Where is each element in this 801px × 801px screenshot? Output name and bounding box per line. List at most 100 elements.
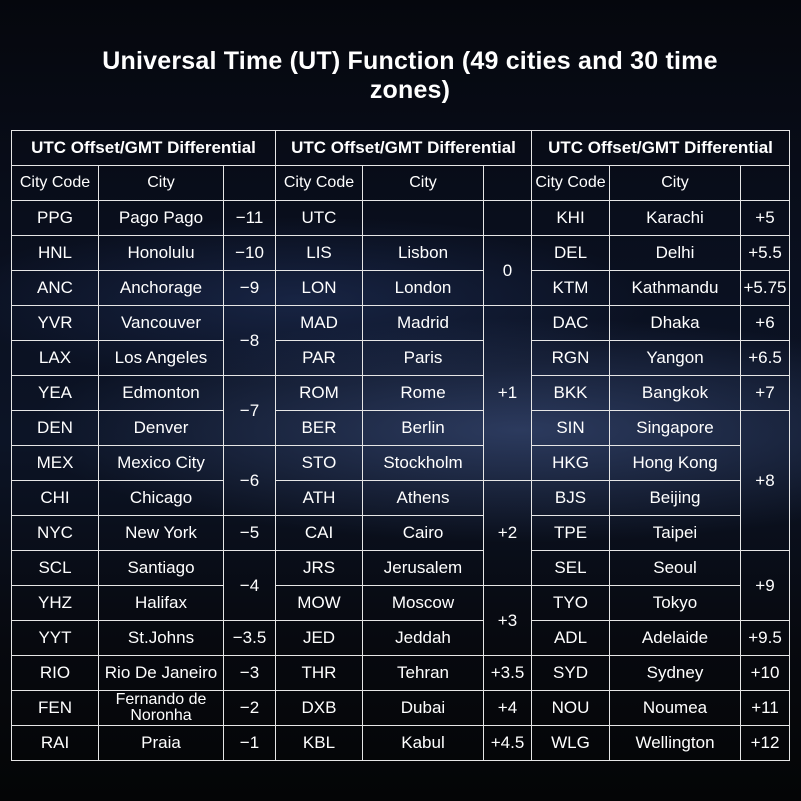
table-row: YVR Vancouver −8 MAD Madrid +1 DAC Dhaka… (11, 305, 790, 481)
utc-offset: +3.5 (483, 655, 532, 691)
city-name: Kathmandu (609, 270, 741, 306)
city-code: DXB (275, 690, 363, 726)
table-row: SCL Santiago −4 JRS Jerusalem SEL Seoul … (11, 550, 790, 621)
city-code: HKG (531, 445, 610, 481)
page-title: Universal Time (UT) Function (49 cities … (102, 47, 718, 104)
utc-offset: +9 (740, 550, 790, 621)
utc-offset: +5.5 (740, 235, 790, 271)
city-name: Los Angeles (98, 340, 224, 376)
city-name: Tokyo (609, 585, 741, 621)
city-name: Berlin (362, 410, 484, 446)
city-code: YHZ (11, 585, 99, 621)
city-name: Kabul (362, 725, 484, 761)
group-header-row: UTC Offset/GMT Differential UTC Offset/G… (11, 130, 790, 166)
utc-offset: +1 (483, 305, 532, 481)
city-code: DEL (531, 235, 610, 271)
city-name: Hong Kong (609, 445, 741, 481)
city-code: HNL (11, 235, 99, 271)
city-name: Rio De Janeiro (98, 655, 224, 691)
city-name: Seoul (609, 550, 741, 586)
city-name: Denver (98, 410, 224, 446)
city-code: SYD (531, 655, 610, 691)
city-name: Singapore (609, 410, 741, 446)
table-row: RIO Rio De Janeiro −3 THR Tehran +3.5 SY… (11, 655, 790, 691)
city-code: SCL (11, 550, 99, 586)
city-name: Moscow (362, 585, 484, 621)
city-code: BKK (531, 375, 610, 411)
table-row: YHZ Halifax MOW Moscow +3 TYO Tokyo (11, 585, 790, 656)
city-code: MOW (275, 585, 363, 621)
city-name: Paris (362, 340, 484, 376)
col-header-offset (483, 165, 532, 201)
city-name: Noumea (609, 690, 741, 726)
utc-offset: +3 (483, 585, 532, 656)
city-code: NOU (531, 690, 610, 726)
utc-offset: +5 (740, 200, 790, 236)
city-name: Lisbon (362, 235, 484, 271)
city-name: Beijing (609, 480, 741, 516)
city-code: CHI (11, 480, 99, 516)
city-code: CAI (275, 515, 363, 551)
column-header-row: City Code City City Code City City Code … (11, 165, 790, 201)
city-name: Jeddah (362, 620, 484, 656)
table-row: CHI Chicago ATH Athens +2 BJS Beijing (11, 480, 790, 586)
city-code: ANC (11, 270, 99, 306)
city-code: NYC (11, 515, 99, 551)
city-name: Mexico City (98, 445, 224, 481)
city-code: RIO (11, 655, 99, 691)
utc-offset: −3 (223, 655, 276, 691)
utc-offset: −6 (223, 445, 276, 516)
city-name: Anchorage (98, 270, 224, 306)
city-name: Cairo (362, 515, 484, 551)
city-code: KTM (531, 270, 610, 306)
city-code: BER (275, 410, 363, 446)
city-code: LAX (11, 340, 99, 376)
utc-offset: +10 (740, 655, 790, 691)
utc-offset: +2 (483, 480, 532, 586)
city-code: FEN (11, 690, 99, 726)
city-code: TYO (531, 585, 610, 621)
utc-offset (483, 200, 532, 236)
city-name: Rome (362, 375, 484, 411)
utc-offset: −7 (223, 375, 276, 446)
city-code: ROM (275, 375, 363, 411)
city-name: Karachi (609, 200, 741, 236)
table-row: ANC Anchorage −9 LON London KTM Kathmand… (11, 270, 790, 306)
city-code: BJS (531, 480, 610, 516)
utc-offset: +7 (740, 375, 790, 411)
city-name: Edmonton (98, 375, 224, 411)
city-code: RAI (11, 725, 99, 761)
city-code: YEA (11, 375, 99, 411)
utc-offset: −5 (223, 515, 276, 551)
utc-offset: +4.5 (483, 725, 532, 761)
city-name: London (362, 270, 484, 306)
utc-offset: +6 (740, 305, 790, 341)
table-row: HNL Honolulu −10 LIS Lisbon 0 DEL Delhi … (11, 235, 790, 306)
city-name: Pago Pago (98, 200, 224, 236)
city-code: ATH (275, 480, 363, 516)
city-name: Halifax (98, 585, 224, 621)
city-name: Santiago (98, 550, 224, 586)
city-code: WLG (531, 725, 610, 761)
city-name: Jerusalem (362, 550, 484, 586)
utc-offset: −8 (223, 305, 276, 376)
city-name: Stockholm (362, 445, 484, 481)
city-name: Praia (98, 725, 224, 761)
col-header-city: City (98, 165, 224, 201)
city-code: TPE (531, 515, 610, 551)
utc-offset: −9 (223, 270, 276, 306)
city-name: Dubai (362, 690, 484, 726)
city-code: ADL (531, 620, 610, 656)
city-code: DEN (11, 410, 99, 446)
col-header-offset (223, 165, 276, 201)
utc-offset: +8 (740, 410, 790, 551)
city-name: Delhi (609, 235, 741, 271)
city-code: KHI (531, 200, 610, 236)
table-row: YEA Edmonton −7 ROM Rome BKK Bangkok +7 (11, 375, 790, 446)
group-header: UTC Offset/GMT Differential (531, 130, 790, 166)
city-code: SEL (531, 550, 610, 586)
city-name: Sydney (609, 655, 741, 691)
utc-offset: −4 (223, 550, 276, 621)
table-row: FEN Fernando de Noronha −2 DXB Dubai +4 … (11, 690, 790, 726)
city-name: Vancouver (98, 305, 224, 341)
